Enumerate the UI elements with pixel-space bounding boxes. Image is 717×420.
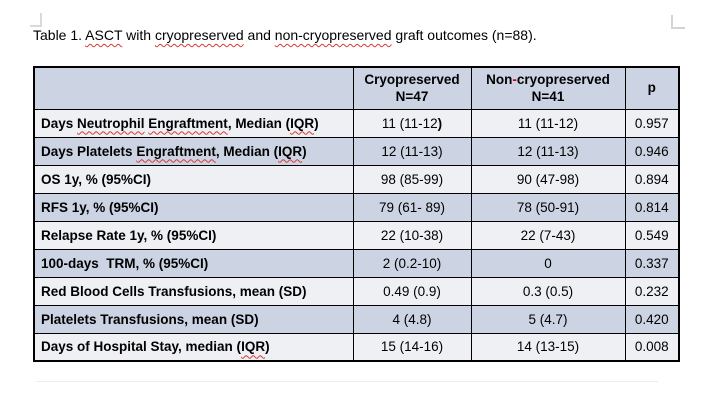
text-segment: 100-days TRM, % (95%CI) (41, 255, 209, 271)
misspelled-word: IQR (241, 339, 266, 355)
table-row: RFS 1y, % (95%CI) 79 (61- 89) 78 (50-91)… (33, 192, 680, 222)
misspelled-word: Neutrophil (77, 115, 145, 131)
misspelled-word: Engraftment (136, 143, 216, 159)
cryopreserved-cell: 12 (11-13) (352, 136, 472, 166)
outcomes-table: Cryopreserved N=47 Non-cryopreserved N=4… (33, 66, 680, 362)
p-cell: 0.420 (624, 304, 680, 334)
page-corner-mark-right (671, 15, 685, 29)
non-cryopreserved-cell: 12 (11-13) (470, 136, 626, 166)
misspelled-word: IQR (278, 143, 303, 159)
text-segment: ) (314, 115, 319, 131)
text-segment: with (122, 27, 155, 43)
cryopreserved-cell: 22 (10-38) (352, 220, 472, 250)
text-segment: Red Blood Cells Transfusions, mean (SD) (41, 283, 307, 299)
p-cell: 0.957 (624, 108, 680, 138)
row-label-cell: Days Neutrophil Engraftment, Median (IQR… (33, 108, 354, 138)
text-segment: Relapse Rate 1y, % (95%CI) (41, 227, 217, 243)
table-row: Red Blood Cells Transfusions, mean (SD) … (33, 276, 680, 306)
cryopreserved-cell: 0.49 (0.9) (352, 276, 472, 306)
text-segment: graft outcomes (n=88). (391, 27, 537, 43)
p-cell: 0.549 (624, 220, 680, 250)
page-corner-mark-left (30, 13, 42, 27)
table-caption: Table 1. ASCT with cryopreserved and non… (33, 27, 537, 43)
row-label-cell: OS 1y, % (95%CI) (33, 164, 354, 194)
non-cryopreserved-cell: 78 (50-91) (470, 192, 626, 222)
header-cell-empty (33, 66, 354, 110)
cryopreserved-header-line1: Cryopreserved (364, 71, 460, 87)
text-segment: Days Platelets (41, 143, 137, 159)
header-cell-non-cryopreserved: Non-cryopreserved N=41 (470, 66, 626, 110)
p-cell: 0.008 (624, 332, 680, 362)
row-label-cell: Days Platelets Engraftment, Median (IQR) (33, 136, 354, 166)
p-cell: 0.946 (624, 136, 680, 166)
row-label-cell: Platelets Transfusions, mean (SD) (33, 304, 354, 334)
text-segment: Table 1. (33, 27, 86, 43)
table-row: Days Platelets Engraftment, Median (IQR)… (33, 136, 680, 166)
cryopreserved-cell: 4 (4.8) (352, 304, 472, 334)
text-segment: Platelets Transfusions, mean (SD) (41, 311, 259, 327)
header-row: Cryopreserved N=47 Non-cryopreserved N=4… (33, 66, 680, 110)
text-segment: Days (41, 115, 78, 131)
text-segment: ) (265, 339, 270, 355)
misspelled-word: cryopreserved (154, 27, 244, 43)
text-segment: RFS 1y, % (95%CI) (41, 199, 159, 215)
misspelled-word: ASCT (85, 27, 123, 43)
text-segment: ) (437, 115, 443, 131)
text-segment: Non (486, 71, 513, 87)
row-label-cell: RFS 1y, % (95%CI) (33, 192, 354, 222)
text-segment: and (243, 27, 275, 43)
p-cell: 0.232 (624, 276, 680, 306)
misspelled-word: non-cryopreserved (274, 27, 392, 43)
non-cryopreserved-header-line1: Non-cryopreserved (486, 72, 610, 87)
table-row: Relapse Rate 1y, % (95%CI) 22 (10-38) 22… (33, 220, 680, 250)
cryopreserved-cell: 98 (85-99) (352, 164, 472, 194)
text-segment: , Median ( (227, 115, 291, 131)
non-cryopreserved-cell: 11 (11-12) (470, 108, 626, 138)
non-cryopreserved-cell: 0 (470, 248, 626, 278)
non-cryopreserved-cell: 90 (47-98) (470, 164, 626, 194)
row-label-cell: Relapse Rate 1y, % (95%CI) (33, 220, 354, 250)
misspelled-word: Engraftment (148, 115, 228, 131)
row-label-cell: Days of Hospital Stay, median (IQR) (33, 332, 354, 362)
table-row: Platelets Transfusions, mean (SD) 4 (4.8… (33, 304, 680, 334)
text-segment: cryopreserved (516, 71, 610, 87)
p-cell: 0.337 (624, 248, 680, 278)
paragraph-boundary-line (36, 381, 658, 382)
header-cell-p: p (624, 66, 680, 110)
text-segment: , Median ( (215, 143, 279, 159)
non-cryopreserved-cell: 5 (4.7) (470, 304, 626, 334)
text-segment: OS 1y, % (95%CI) (41, 171, 152, 187)
p-cell: 0.894 (624, 164, 680, 194)
cryopreserved-cell: 15 (14-16) (352, 332, 472, 362)
table-row: Days Neutrophil Engraftment, Median (IQR… (33, 108, 680, 138)
p-cell: 0.814 (624, 192, 680, 222)
non-cryopreserved-cell: 22 (7-43) (470, 220, 626, 250)
row-label-cell: 100-days TRM, % (95%CI) (33, 248, 354, 278)
table-row: 100-days TRM, % (95%CI) 2 (0.2-10) 0 0.3… (33, 248, 680, 278)
misspelled-word: IQR (290, 115, 315, 131)
non-cryopreserved-cell: 14 (13-15) (470, 332, 626, 362)
cryopreserved-header-line2: N=47 (395, 89, 429, 105)
text-segment: - (512, 71, 517, 87)
header-cell-cryopreserved: Cryopreserved N=47 (352, 66, 472, 110)
non-cryopreserved-header-line2: N=41 (531, 89, 565, 105)
table-row: Days of Hospital Stay, median (IQR) 15 (… (33, 332, 680, 362)
cryopreserved-cell: 11 (11-12) (352, 108, 472, 138)
cryopreserved-cell: 2 (0.2-10) (352, 248, 472, 278)
cryopreserved-cell: 79 (61- 89) (352, 192, 472, 222)
text-segment: 11 (11-12 (381, 115, 438, 131)
non-cryopreserved-cell: 0.3 (0.5) (470, 276, 626, 306)
text-segment: Days of Hospital Stay, median ( (41, 339, 242, 355)
text-segment: ) (302, 143, 307, 159)
table-row: OS 1y, % (95%CI) 98 (85-99) 90 (47-98) 0… (33, 164, 680, 194)
row-label-cell: Red Blood Cells Transfusions, mean (SD) (33, 276, 354, 306)
